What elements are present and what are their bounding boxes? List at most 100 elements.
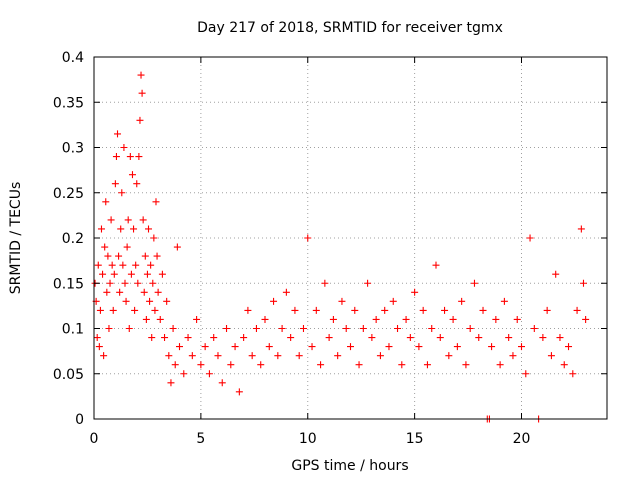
data-point	[122, 297, 130, 305]
data-point	[149, 279, 157, 287]
y-tick-label: 0.4	[62, 50, 84, 66]
x-tick-label: 0	[90, 431, 99, 447]
y-tick-label: 0.3	[62, 141, 84, 157]
data-point	[500, 297, 508, 305]
data-point	[201, 343, 209, 351]
data-point	[184, 334, 192, 342]
data-point	[513, 315, 521, 323]
data-point	[278, 325, 286, 332]
data-point	[479, 306, 487, 314]
data-point	[193, 315, 201, 323]
y-tick-label: 0.25	[53, 186, 84, 202]
data-point	[130, 225, 138, 233]
data-point	[453, 343, 461, 351]
data-point	[121, 279, 129, 287]
data-point	[423, 361, 431, 369]
data-point	[115, 252, 123, 260]
data-point	[147, 261, 155, 269]
data-point	[299, 325, 307, 332]
x-axis-label: GPS time / hours	[291, 458, 408, 474]
data-point	[526, 234, 534, 242]
data-point	[110, 270, 118, 278]
data-point	[505, 334, 513, 342]
data-point	[582, 315, 590, 323]
data-point	[148, 334, 156, 342]
data-point	[573, 306, 581, 314]
data-point	[153, 252, 161, 260]
y-tick-label: 0.05	[53, 367, 84, 383]
data-point	[102, 198, 110, 206]
data-point	[325, 334, 333, 342]
data-point	[127, 270, 135, 278]
data-point	[105, 325, 113, 332]
data-point	[252, 325, 260, 332]
data-point	[359, 325, 367, 332]
data-point	[432, 261, 440, 269]
data-points	[91, 71, 590, 423]
data-point	[402, 315, 410, 323]
data-point	[244, 306, 252, 314]
data-point	[140, 288, 148, 296]
data-point	[123, 243, 131, 251]
data-point	[169, 325, 177, 332]
data-point	[509, 352, 517, 360]
data-point	[214, 352, 222, 360]
data-point	[368, 334, 376, 342]
data-point	[295, 352, 303, 360]
data-point	[158, 270, 166, 278]
data-point	[317, 361, 325, 369]
y-tick-label: 0.2	[62, 231, 84, 247]
data-point	[577, 225, 585, 233]
data-point	[385, 343, 393, 351]
data-point	[146, 297, 154, 305]
data-point	[132, 261, 140, 269]
data-point	[492, 315, 500, 323]
data-point	[135, 153, 143, 161]
y-tick-label: 0.1	[62, 322, 84, 338]
data-point	[441, 306, 449, 314]
data-point	[329, 315, 337, 323]
data-point	[364, 279, 372, 287]
x-tick-label: 10	[299, 431, 317, 447]
data-point	[154, 288, 162, 296]
data-point	[470, 279, 478, 287]
data-point	[466, 325, 474, 332]
data-point	[176, 343, 183, 351]
data-point	[488, 343, 496, 351]
data-point	[134, 279, 142, 287]
data-point	[304, 234, 312, 242]
data-point	[141, 252, 149, 260]
data-point	[565, 343, 573, 351]
data-point	[112, 153, 120, 161]
data-point	[171, 361, 179, 369]
data-point	[188, 352, 196, 360]
grid-lines	[94, 57, 607, 419]
data-point	[119, 261, 127, 269]
data-point	[342, 325, 350, 332]
data-point	[128, 171, 136, 179]
data-point	[569, 370, 577, 378]
data-point	[97, 225, 105, 233]
y-tick-label: 0.15	[53, 276, 84, 292]
data-point	[436, 334, 444, 342]
x-tick-label: 15	[406, 431, 424, 447]
data-point	[151, 306, 159, 314]
data-point	[150, 234, 158, 242]
data-point	[156, 315, 164, 323]
data-point	[445, 352, 453, 360]
data-point	[282, 288, 290, 296]
data-point	[231, 343, 239, 351]
data-point	[274, 352, 282, 360]
data-point	[522, 370, 530, 378]
data-point	[152, 198, 160, 206]
data-point	[552, 270, 560, 278]
data-point	[406, 334, 414, 342]
data-point	[124, 216, 132, 224]
data-point	[308, 343, 316, 351]
data-point	[143, 270, 151, 278]
data-point	[95, 343, 103, 351]
data-point	[321, 279, 329, 287]
data-point	[218, 379, 226, 387]
data-point	[347, 343, 354, 351]
data-point	[173, 243, 181, 251]
